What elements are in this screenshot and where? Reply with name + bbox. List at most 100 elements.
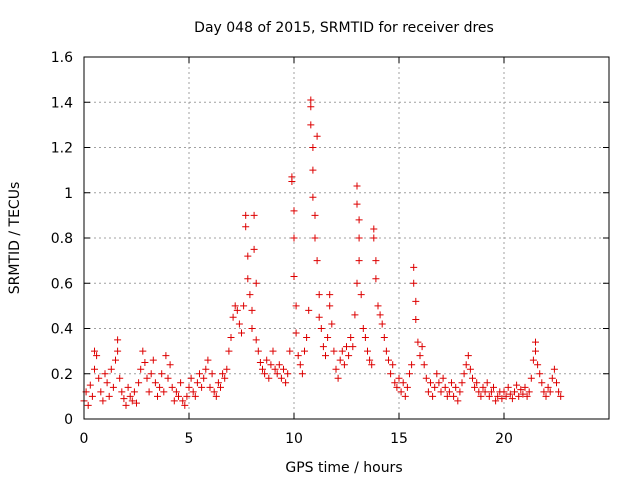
data-point [534, 361, 542, 369]
data-point [508, 395, 516, 403]
data-point [135, 379, 143, 387]
data-point [483, 379, 491, 387]
data-point [206, 383, 214, 391]
data-point [301, 347, 308, 355]
data-point [532, 347, 539, 355]
data-point [103, 379, 111, 387]
data-point [225, 347, 233, 355]
data-point [147, 370, 155, 378]
data-point [114, 347, 122, 355]
data-point [448, 379, 455, 387]
data-point [370, 234, 378, 242]
data-point [546, 388, 554, 396]
data-point [338, 347, 346, 355]
y-tick-label: 1 [64, 186, 73, 202]
data-point [214, 379, 222, 387]
data-point [336, 356, 344, 364]
data-point [250, 211, 258, 219]
data-point [406, 370, 413, 378]
data-point [240, 302, 248, 310]
data-point [288, 177, 296, 185]
data-point [521, 383, 529, 391]
data-point [124, 383, 132, 391]
data-point [355, 257, 363, 265]
data-point [458, 379, 466, 387]
data-point [242, 223, 250, 231]
data-point [290, 207, 298, 215]
data-point [506, 390, 514, 398]
data-point [410, 263, 418, 271]
data-point [275, 361, 283, 369]
data-point [95, 374, 103, 382]
data-point [490, 383, 497, 391]
data-point [416, 352, 424, 360]
data-point [540, 388, 548, 396]
data-point [445, 388, 453, 396]
data-point [273, 370, 281, 378]
data-point [326, 302, 334, 310]
data-point [462, 361, 470, 369]
data-point [277, 374, 285, 382]
data-point [326, 291, 334, 299]
data-point [523, 392, 531, 400]
data-point [355, 216, 363, 224]
data-point [513, 381, 521, 389]
data-point [130, 388, 138, 396]
data-point [259, 365, 266, 373]
data-point [267, 361, 275, 369]
plot-frame [83, 56, 610, 420]
data-point [385, 356, 392, 364]
data-point [229, 313, 237, 321]
data-point [315, 313, 323, 321]
data-point [227, 334, 235, 342]
data-point [307, 103, 315, 111]
data-point [156, 383, 164, 391]
data-point [244, 252, 252, 260]
data-point [498, 395, 506, 403]
data-point [254, 347, 262, 355]
data-point [548, 374, 556, 382]
data-point [114, 336, 122, 344]
data-point [439, 374, 447, 382]
data-point [313, 257, 321, 265]
tick-labels: 0 0.2 0.4 0.6 0.8 1 1.2 1.4 1.6 0 5 10 15 20 [51, 50, 513, 447]
data-point [437, 388, 445, 396]
data-point [248, 325, 256, 332]
data-point [494, 392, 502, 400]
data-point [290, 234, 298, 242]
data-point [160, 388, 168, 396]
data-point [292, 302, 300, 310]
data-point [256, 358, 264, 366]
data-point [101, 370, 109, 378]
y-tick-label: 0.8 [51, 231, 73, 247]
x-tick-label: 0 [80, 431, 89, 447]
data-point [481, 388, 489, 396]
data-point [391, 379, 399, 387]
y-tick-label: 0 [64, 412, 73, 428]
x-tick-label: 5 [185, 431, 194, 447]
data-point [334, 374, 342, 382]
data-point [265, 374, 273, 382]
data-point [529, 356, 537, 364]
data-point [424, 388, 432, 396]
data-point [538, 379, 546, 387]
data-point [292, 329, 300, 337]
data-point [372, 257, 380, 265]
x-tick-label: 10 [285, 431, 303, 447]
data-point [397, 388, 405, 396]
data-point [441, 383, 449, 391]
data-point [109, 383, 117, 391]
data-point [378, 320, 386, 328]
data-point [202, 365, 210, 373]
data-point [223, 365, 231, 373]
data-point [179, 397, 187, 405]
data-point [502, 392, 510, 400]
data-point [370, 225, 378, 233]
data-point [532, 338, 539, 346]
data-point [410, 279, 418, 287]
data-point [553, 379, 560, 387]
data-point [158, 370, 166, 378]
data-point [290, 272, 298, 280]
data-point [296, 361, 304, 369]
